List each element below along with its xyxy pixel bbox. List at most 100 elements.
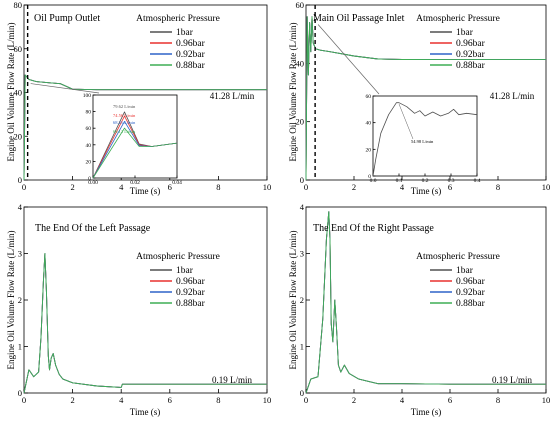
- legend-title: Atmospheric Pressure: [136, 252, 220, 262]
- x-tick-label: 4: [400, 182, 405, 192]
- peak-value-label: 54.98 L/min: [411, 139, 434, 144]
- y-tick-label: 40: [86, 143, 92, 149]
- x-tick-label: 0.0: [370, 178, 377, 184]
- steady-value-label: 41.28 L/min: [490, 91, 535, 101]
- legend-entry: 0.88bar: [456, 61, 486, 71]
- legend-entry: 0.88bar: [176, 299, 206, 309]
- x-tick-label: 2: [352, 182, 356, 192]
- x-tick-label: 4: [400, 395, 405, 405]
- plot-frame: [305, 4, 547, 181]
- series-line: [23, 253, 267, 394]
- x-tick-label: 2: [70, 395, 74, 405]
- x-tick-label: 0.04: [172, 180, 182, 186]
- y-tick-label: 40: [296, 58, 305, 68]
- peak-value-label: 60.12 L/min: [113, 129, 136, 134]
- legend-entry: 1bar: [456, 28, 474, 38]
- peak-value-label: 79.62 L/min: [113, 104, 136, 109]
- legend-entry: 0.96bar: [176, 277, 206, 287]
- y-tick-label: 4: [18, 202, 23, 212]
- y-tick-label: 60: [14, 44, 23, 54]
- series-line: [305, 211, 546, 394]
- x-tick-label: 6: [448, 182, 452, 192]
- x-tick-label: 0: [304, 395, 308, 405]
- legend-title: Atmospheric Pressure: [416, 252, 500, 262]
- legend-title: Atmospheric Pressure: [416, 14, 500, 24]
- x-tick-label: 4: [119, 182, 124, 192]
- y-tick-label: 20: [86, 159, 92, 165]
- series-line: [305, 211, 546, 394]
- y-tick-label: 0: [368, 174, 371, 180]
- legend-entry: 0.88bar: [176, 61, 206, 71]
- series-line: [305, 16, 546, 181]
- x-tick-label: 0: [22, 395, 26, 405]
- y-tick-label: 3: [300, 249, 304, 259]
- x-tick-label: 0: [22, 182, 26, 192]
- x-axis-label: Time (s): [411, 407, 441, 417]
- x-tick-label: 4: [119, 395, 124, 405]
- x-tick-label: 0.02: [130, 180, 140, 186]
- legend-entry: 0.88bar: [456, 299, 486, 309]
- y-tick-label: 1: [300, 342, 304, 352]
- legend-entry: 0.96bar: [456, 277, 486, 287]
- y-tick-label: 60: [366, 94, 372, 100]
- x-tick-label: 10: [542, 182, 550, 192]
- y-tick-label: 0: [300, 388, 304, 398]
- x-tick-label: 10: [263, 182, 272, 192]
- x-tick-label: 0.00: [88, 180, 98, 186]
- steady-value-label: 0.19 L/min: [492, 375, 532, 385]
- x-tick-label: 0: [304, 182, 308, 192]
- x-tick-label: 6: [168, 182, 172, 192]
- series-line: [23, 253, 267, 394]
- inset-background: [373, 96, 477, 176]
- y-tick-label: 60: [86, 126, 92, 132]
- y-tick-label: 20: [366, 147, 372, 153]
- legend-entry: 1bar: [176, 28, 194, 38]
- steady-value-label: 0.19 L/min: [212, 375, 252, 385]
- series-line: [23, 253, 267, 394]
- zoom-connector: [317, 24, 380, 95]
- chart-title: Oil Pump Outlet: [34, 13, 100, 24]
- legend-entry: 0.92bar: [456, 50, 486, 60]
- y-tick-label: 80: [14, 0, 23, 10]
- x-tick-label: 10: [542, 395, 550, 405]
- y-tick-label: 0: [88, 176, 91, 182]
- y-axis-label: Engine Oil Volume Flow Rate (L/min): [6, 23, 16, 162]
- steady-value-label: 41.28 L/min: [210, 91, 255, 101]
- x-tick-label: 8: [216, 182, 220, 192]
- y-axis-label: Engine Oil Volume Flow Rate (L/min): [6, 231, 16, 370]
- y-tick-label: 60: [296, 0, 305, 10]
- x-tick-label: 8: [496, 182, 500, 192]
- peak-value-label: 74.56 L/min: [113, 113, 136, 118]
- x-tick-label: 2: [352, 395, 356, 405]
- y-tick-label: 20: [14, 131, 23, 141]
- x-tick-label: 0.4: [474, 178, 481, 184]
- y-tick-label: 2: [300, 295, 304, 305]
- x-tick-label: 0.2: [422, 178, 429, 184]
- x-axis-label: Time (s): [411, 186, 441, 196]
- y-tick-label: 2: [18, 295, 22, 305]
- x-tick-label: 2: [70, 182, 74, 192]
- legend-title: Atmospheric Pressure: [136, 14, 220, 24]
- zoom-connector: [30, 83, 100, 94]
- x-tick-label: 0.3: [448, 178, 455, 184]
- series-line: [305, 211, 546, 394]
- legend-entry: 0.92bar: [456, 288, 486, 298]
- x-tick-label: 8: [216, 395, 220, 405]
- y-tick-label: 1: [18, 342, 22, 352]
- series-line: [372, 102, 478, 177]
- y-tick-label: 40: [366, 121, 372, 127]
- legend-entry: 0.92bar: [176, 288, 206, 298]
- y-tick-label: 20: [296, 117, 305, 127]
- y-tick-label: 0: [300, 175, 304, 185]
- series-line: [23, 253, 267, 394]
- peak-value-label: 68.21 L/min: [113, 120, 136, 125]
- x-axis-label: Time (s): [130, 407, 160, 417]
- y-tick-label: 40: [14, 88, 23, 98]
- legend-entry: 1bar: [456, 266, 474, 276]
- x-tick-label: 6: [448, 395, 452, 405]
- x-tick-label: 0.1: [396, 178, 403, 184]
- legend-entry: 0.96bar: [456, 39, 486, 49]
- series-line: [305, 211, 546, 394]
- y-tick-label: 100: [83, 93, 92, 99]
